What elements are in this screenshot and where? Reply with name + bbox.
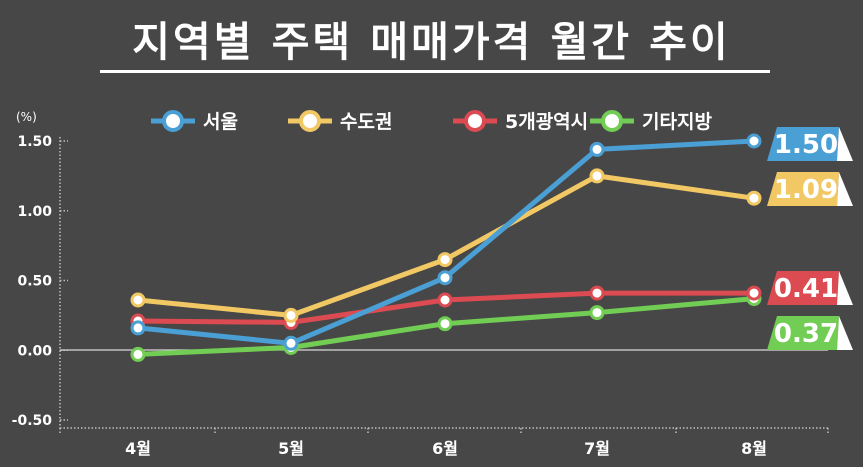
x-tick-label: 5월 xyxy=(278,439,304,458)
end-value-tag-notch xyxy=(837,271,853,305)
end-value-tag-bg xyxy=(767,271,839,305)
end-value-tag: 1.09 xyxy=(767,172,853,206)
legend-marker xyxy=(299,110,321,132)
end-value-tag-notch xyxy=(837,172,853,206)
data-point xyxy=(130,292,146,308)
data-point xyxy=(746,190,762,206)
end-value-label: 0.37 xyxy=(774,319,838,349)
end-value-tag: 1.50 xyxy=(767,127,853,161)
chart-title: 지역별 주택 매매가격 월간 추이 xyxy=(132,18,731,66)
legend-item: 수도권 xyxy=(288,110,392,133)
x-tick-label: 4월 xyxy=(125,439,151,458)
legend-label: 서울 xyxy=(203,111,238,133)
end-value-tag-bg xyxy=(767,127,839,161)
data-point xyxy=(589,285,605,301)
legend-marker xyxy=(162,110,184,132)
end-value-tag-bg xyxy=(767,172,839,206)
data-point xyxy=(589,305,605,321)
y-tick-label: 0.00 xyxy=(17,343,52,359)
data-point xyxy=(130,320,146,336)
y-axis-unit: (%) xyxy=(16,110,37,124)
title-underline xyxy=(100,70,770,73)
y-tick-label: 0.50 xyxy=(17,274,52,290)
x-tick-label: 7월 xyxy=(584,439,610,458)
data-point xyxy=(589,168,605,184)
end-value-tag-bg xyxy=(767,316,839,350)
legend-item: 5개광역시 xyxy=(453,110,588,133)
end-value-tag-notch xyxy=(837,127,853,161)
end-value-label: 1.50 xyxy=(774,130,838,160)
data-point xyxy=(130,346,146,362)
data-point xyxy=(437,316,453,332)
data-point xyxy=(437,270,453,286)
legend-label: 기타지방 xyxy=(642,111,712,133)
data-point xyxy=(283,307,299,323)
legend-label: 5개광역시 xyxy=(505,111,588,133)
legend-item: 기타지방 xyxy=(590,110,712,133)
y-tick-label: 1.50 xyxy=(17,134,52,150)
y-tick-label: 1.00 xyxy=(17,204,52,220)
legend-label: 수도권 xyxy=(340,111,392,133)
end-value-label: 1.09 xyxy=(774,175,838,205)
x-tick-label: 8월 xyxy=(741,439,767,458)
data-point xyxy=(437,292,453,308)
data-point xyxy=(437,252,453,268)
end-value-label: 0.41 xyxy=(774,274,838,304)
legend-marker xyxy=(464,110,486,132)
end-value-tag: 0.37 xyxy=(767,316,853,350)
series-line xyxy=(135,138,757,346)
data-point xyxy=(746,285,762,301)
data-point xyxy=(589,141,605,157)
end-value-tag: 0.41 xyxy=(767,271,853,305)
end-value-tag-notch xyxy=(837,316,853,350)
legend-item: 서울 xyxy=(151,110,238,133)
legend-marker xyxy=(601,110,623,132)
y-tick-label: -0.50 xyxy=(12,413,53,429)
x-tick-label: 6월 xyxy=(432,439,458,458)
data-point xyxy=(283,335,299,351)
data-point xyxy=(746,133,762,149)
